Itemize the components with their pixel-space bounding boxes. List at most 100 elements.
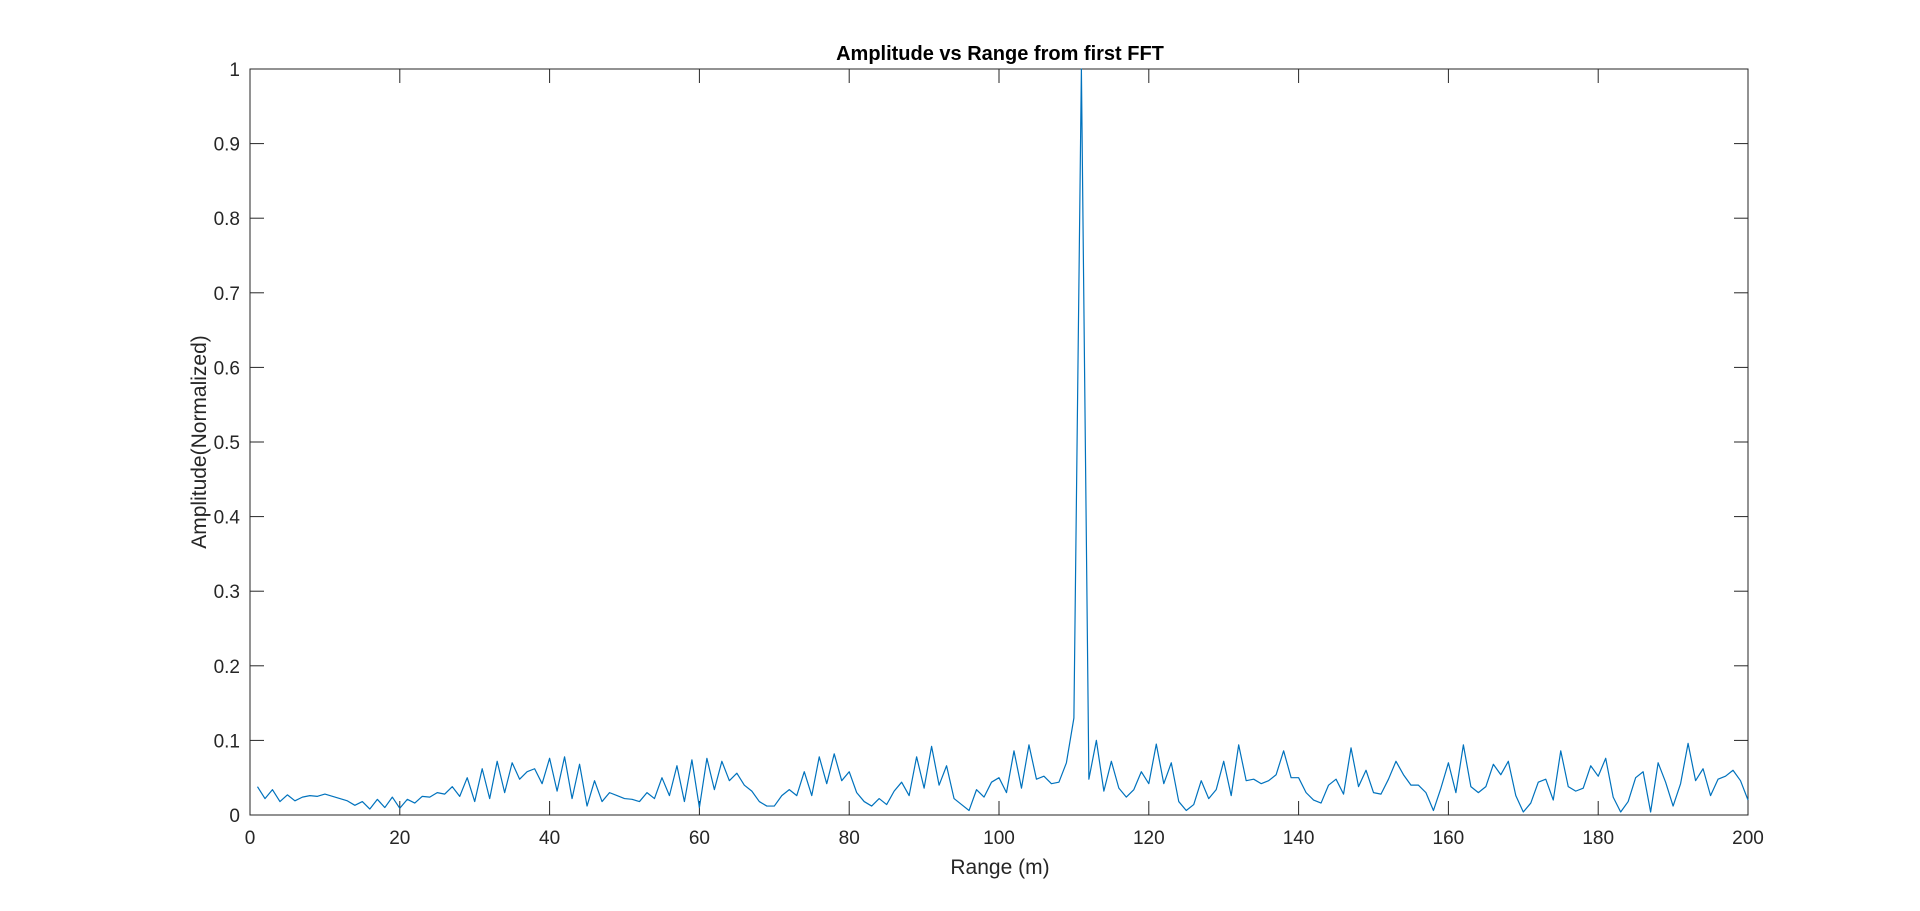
data-point: [1156, 744, 1157, 745]
data-point: [654, 798, 655, 799]
data-point: [542, 783, 543, 784]
data-point: [1343, 794, 1344, 795]
data-point: [1485, 786, 1486, 787]
data-point: [983, 797, 984, 798]
data-point: [1208, 798, 1209, 799]
data-point: [886, 804, 887, 805]
data-point: [1568, 786, 1569, 787]
data-point: [309, 795, 310, 796]
data-point: [302, 797, 303, 798]
data-point: [894, 791, 895, 792]
data-point: [1028, 744, 1029, 745]
x-tick-labels: 0 20 40 60 80 100 120 140 160 180 200: [245, 828, 1764, 849]
data-point: [849, 771, 850, 772]
data-point: [1710, 795, 1711, 796]
data-point: [1628, 801, 1629, 802]
data-point: [519, 779, 520, 780]
data-point: [1747, 799, 1748, 800]
data-point: [1246, 780, 1247, 781]
y-tick-label: 0.8: [214, 209, 240, 230]
y-axis-label: Amplitude(Normalized): [188, 335, 211, 549]
data-point: [1388, 779, 1389, 780]
data-point: [1006, 792, 1007, 793]
data-point: [1590, 765, 1591, 766]
data-point: [1687, 743, 1688, 744]
data-point: [998, 777, 999, 778]
data-point: [1658, 762, 1659, 763]
data-point: [294, 800, 295, 801]
data-point: [1433, 810, 1434, 811]
data-point: [1680, 783, 1681, 784]
data-point: [639, 801, 640, 802]
data-point: [834, 753, 835, 754]
data-point: [489, 798, 490, 799]
data-point: [527, 771, 528, 772]
data-point: [497, 761, 498, 762]
data-point: [556, 791, 557, 792]
data-point: [721, 761, 722, 762]
data-point: [1643, 771, 1644, 772]
x-tick-label: 200: [1732, 828, 1764, 849]
data-point: [1538, 782, 1539, 783]
data-point: [819, 756, 820, 757]
data-point: [1118, 788, 1119, 789]
data-point: [1440, 788, 1441, 789]
data-point: [616, 795, 617, 796]
data-point: [1066, 762, 1067, 763]
data-point: [938, 785, 939, 786]
data-point: [1335, 779, 1336, 780]
y-tick-label: 0.6: [214, 358, 240, 379]
data-point: [871, 805, 872, 806]
data-point: [1141, 771, 1142, 772]
data-point: [1598, 776, 1599, 777]
data-point: [1395, 761, 1396, 762]
data-point: [646, 792, 647, 793]
chart-title: Amplitude vs Range from first FFT: [836, 43, 1164, 65]
data-point: [661, 777, 662, 778]
data-point: [1320, 802, 1321, 803]
data-point: [392, 797, 393, 798]
data-point: [459, 796, 460, 797]
data-point: [549, 758, 550, 759]
data-point: [1695, 780, 1696, 781]
data-point: [1111, 761, 1112, 762]
data-point: [1178, 801, 1179, 802]
data-point: [437, 792, 438, 793]
data-point: [1650, 811, 1651, 812]
data-point: [384, 807, 385, 808]
data-point: [257, 786, 258, 787]
data-point: [729, 780, 730, 781]
data-point: [1216, 789, 1217, 790]
data-point: [1455, 792, 1456, 793]
data-point: [317, 796, 318, 797]
series-line: [256, 68, 1749, 813]
x-tick-label: 140: [1283, 828, 1315, 849]
data-point: [1478, 792, 1479, 793]
y-tick-label: 0.4: [214, 508, 241, 529]
data-point: [1553, 799, 1554, 800]
data-point: [751, 791, 752, 792]
x-tick-label: 80: [839, 828, 860, 849]
data-point: [1223, 761, 1224, 762]
data-point: [1238, 744, 1239, 745]
data-point: [512, 762, 513, 763]
data-point: [1171, 762, 1172, 763]
data-point: [1283, 750, 1284, 751]
data-point: [684, 801, 685, 802]
data-point: [901, 782, 902, 783]
x-tick-label: 180: [1582, 828, 1614, 849]
data-point: [377, 799, 378, 800]
data-point: [1673, 805, 1674, 806]
data-point: [736, 773, 737, 774]
data-point: [1515, 795, 1516, 796]
data-point: [609, 792, 610, 793]
data-point: [624, 798, 625, 799]
data-point: [1530, 802, 1531, 803]
data-point: [362, 801, 363, 802]
data-point: [1133, 789, 1134, 790]
y-tick-label: 0.5: [214, 433, 240, 454]
data-point: [1380, 794, 1381, 795]
data-point: [1575, 791, 1576, 792]
data-point: [924, 788, 925, 789]
